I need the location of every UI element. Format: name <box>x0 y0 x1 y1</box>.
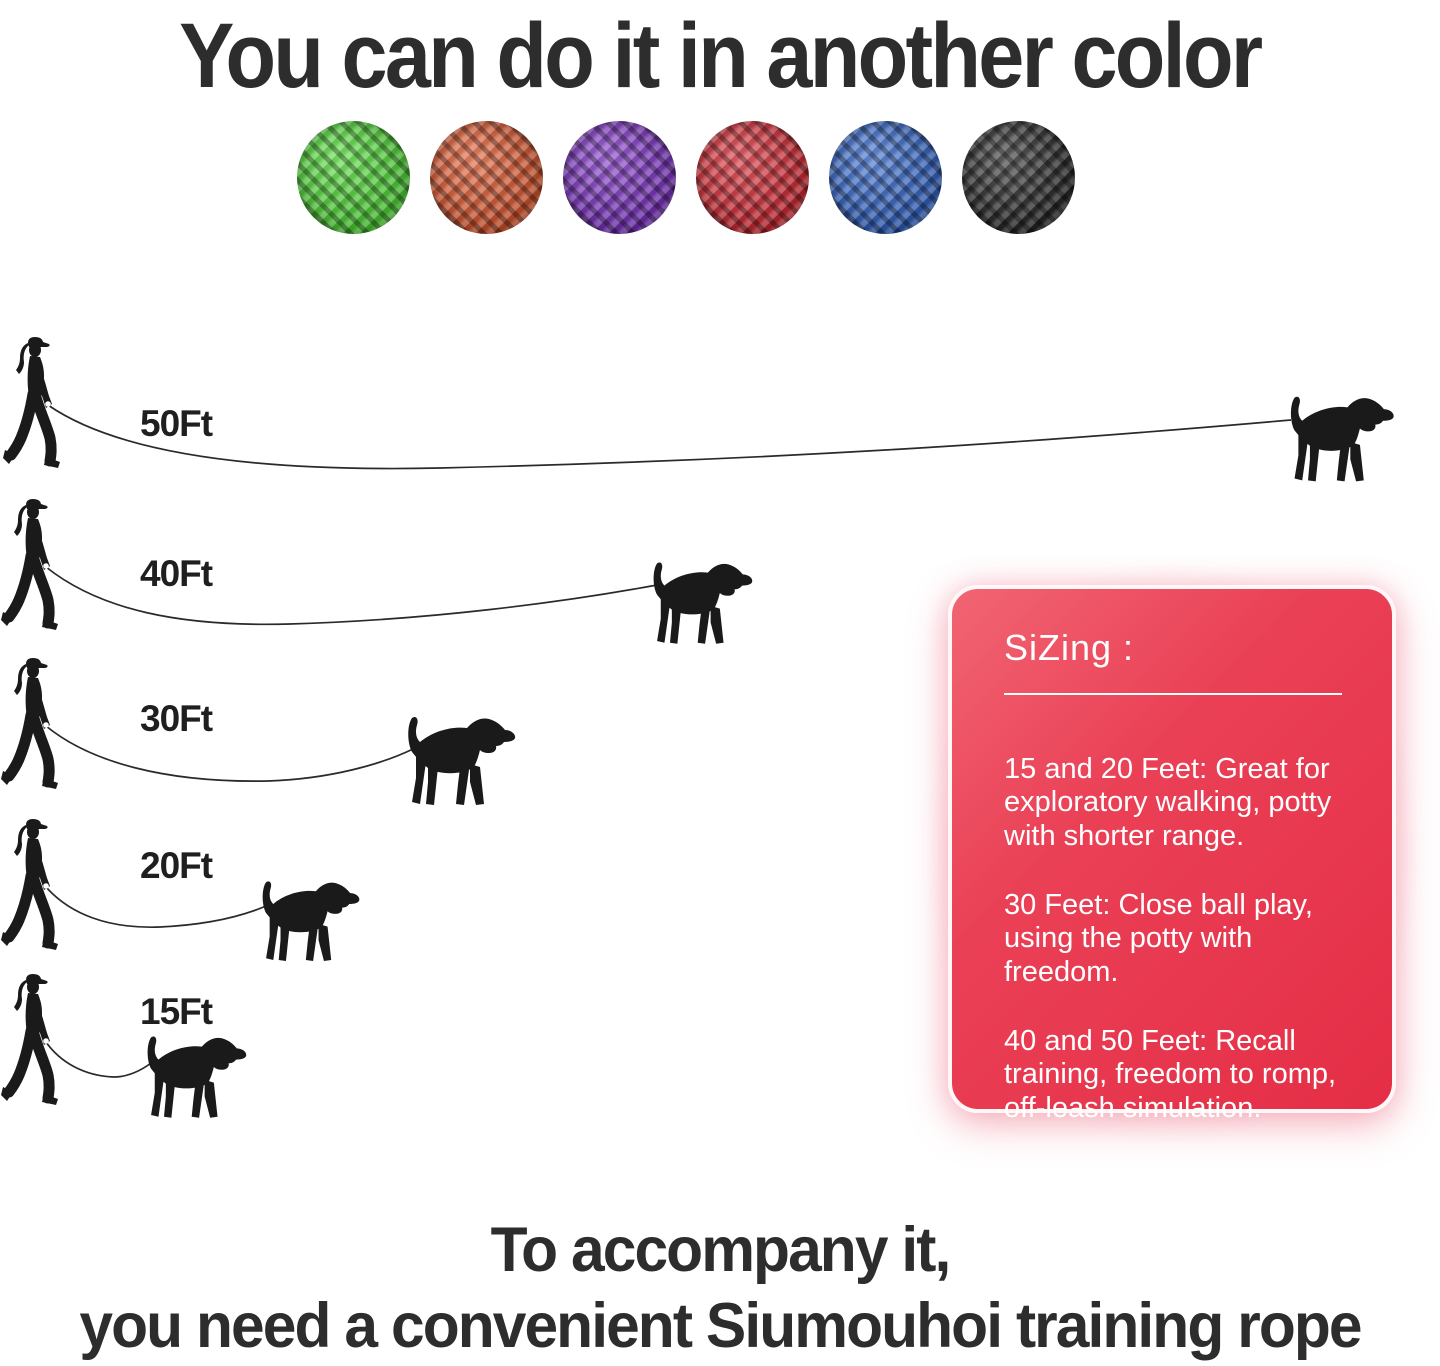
dog-icon <box>147 1036 247 1118</box>
dog-icon <box>653 562 753 644</box>
leash-line-15ft <box>45 1041 152 1078</box>
color-swatch-green-icon <box>297 121 410 234</box>
sizing-card: SiZing : 15 and 20 Feet: Great for explo… <box>948 585 1396 1124</box>
sizing-item-30ft: 30 Feet: Close ball play, using the pott… <box>1004 889 1313 988</box>
leash-line-50ft <box>47 404 1292 470</box>
walker-icon <box>2 334 62 484</box>
length-label-30ft: 30Ft <box>140 698 213 739</box>
walker-icon <box>0 655 60 805</box>
footer-line2: you need a convenient Siumouhoi training… <box>79 1291 1362 1361</box>
color-swatch-purple-icon <box>563 121 676 234</box>
walker-icon <box>0 971 60 1121</box>
color-swatch-red-icon <box>696 121 809 234</box>
divider <box>1004 693 1342 695</box>
footer: To accompany it, you need a convenient S… <box>0 1212 1440 1364</box>
length-label-15ft: 15Ft <box>140 991 213 1032</box>
sizing-item-15-20ft: 15 and 20 Feet: Great for exploratory wa… <box>1004 753 1332 852</box>
walker-icon <box>0 496 60 646</box>
walker-icon <box>0 816 60 966</box>
leash-line-20ft <box>45 886 267 928</box>
page-title: You can do it in another color <box>179 5 1263 107</box>
length-label-20ft: 20Ft <box>140 845 213 886</box>
dog-icon <box>1290 396 1394 482</box>
color-swatch-blue-icon <box>829 121 942 234</box>
color-swatch-black-icon <box>962 121 1075 234</box>
dog-icon <box>262 881 360 961</box>
sizing-item-40-50ft: 40 and 50 Feet: Recall training, freedom… <box>1004 1025 1337 1124</box>
leash-line-40ft <box>45 566 658 626</box>
length-label-40ft: 40Ft <box>140 553 213 594</box>
color-swatch-orange-icon <box>430 121 543 234</box>
leash-line-30ft <box>45 725 414 782</box>
footer-line1: To accompany it, <box>490 1215 952 1285</box>
dog-icon <box>408 716 516 805</box>
sizing-heading: SiZing : <box>1004 627 1135 668</box>
length-label-50ft: 50Ft <box>140 403 213 444</box>
header: You can do it in another color <box>0 0 1440 112</box>
